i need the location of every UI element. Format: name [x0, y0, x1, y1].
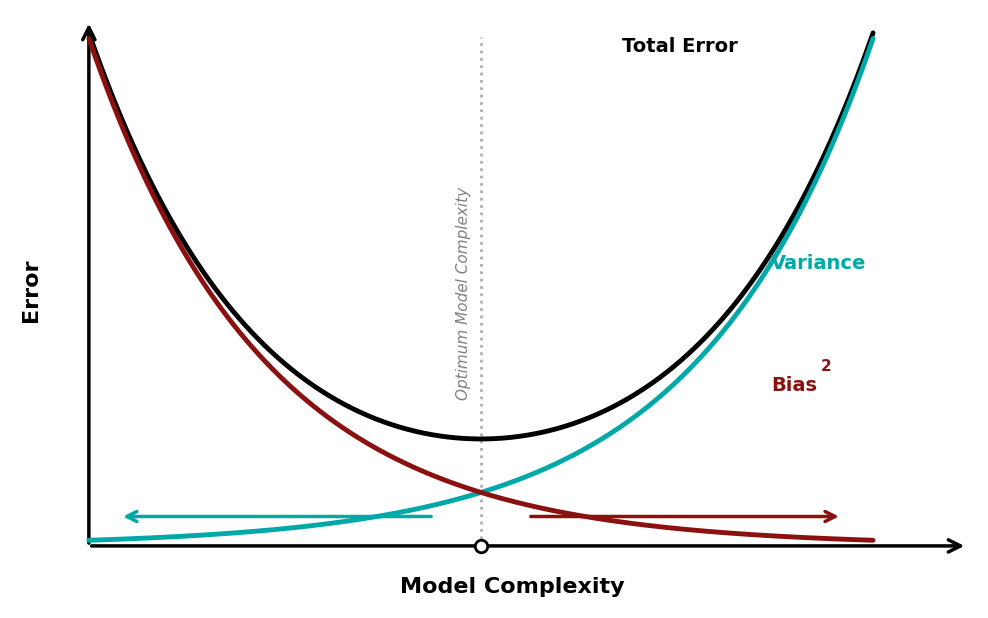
Y-axis label: Error: Error — [21, 259, 41, 323]
Text: Total Error: Total Error — [622, 36, 738, 56]
Text: Variance: Variance — [771, 255, 866, 273]
Text: 2: 2 — [820, 358, 831, 373]
Text: Bias: Bias — [771, 376, 817, 395]
X-axis label: Model Complexity: Model Complexity — [400, 577, 624, 597]
Text: Optimum Model Complexity: Optimum Model Complexity — [456, 187, 471, 400]
